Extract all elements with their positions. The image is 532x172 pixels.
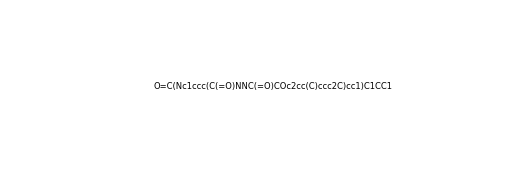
Text: O=C(Nc1ccc(C(=O)NNC(=O)COc2cc(C)ccc2C)cc1)C1CC1: O=C(Nc1ccc(C(=O)NNC(=O)COc2cc(C)ccc2C)cc…	[153, 82, 392, 91]
